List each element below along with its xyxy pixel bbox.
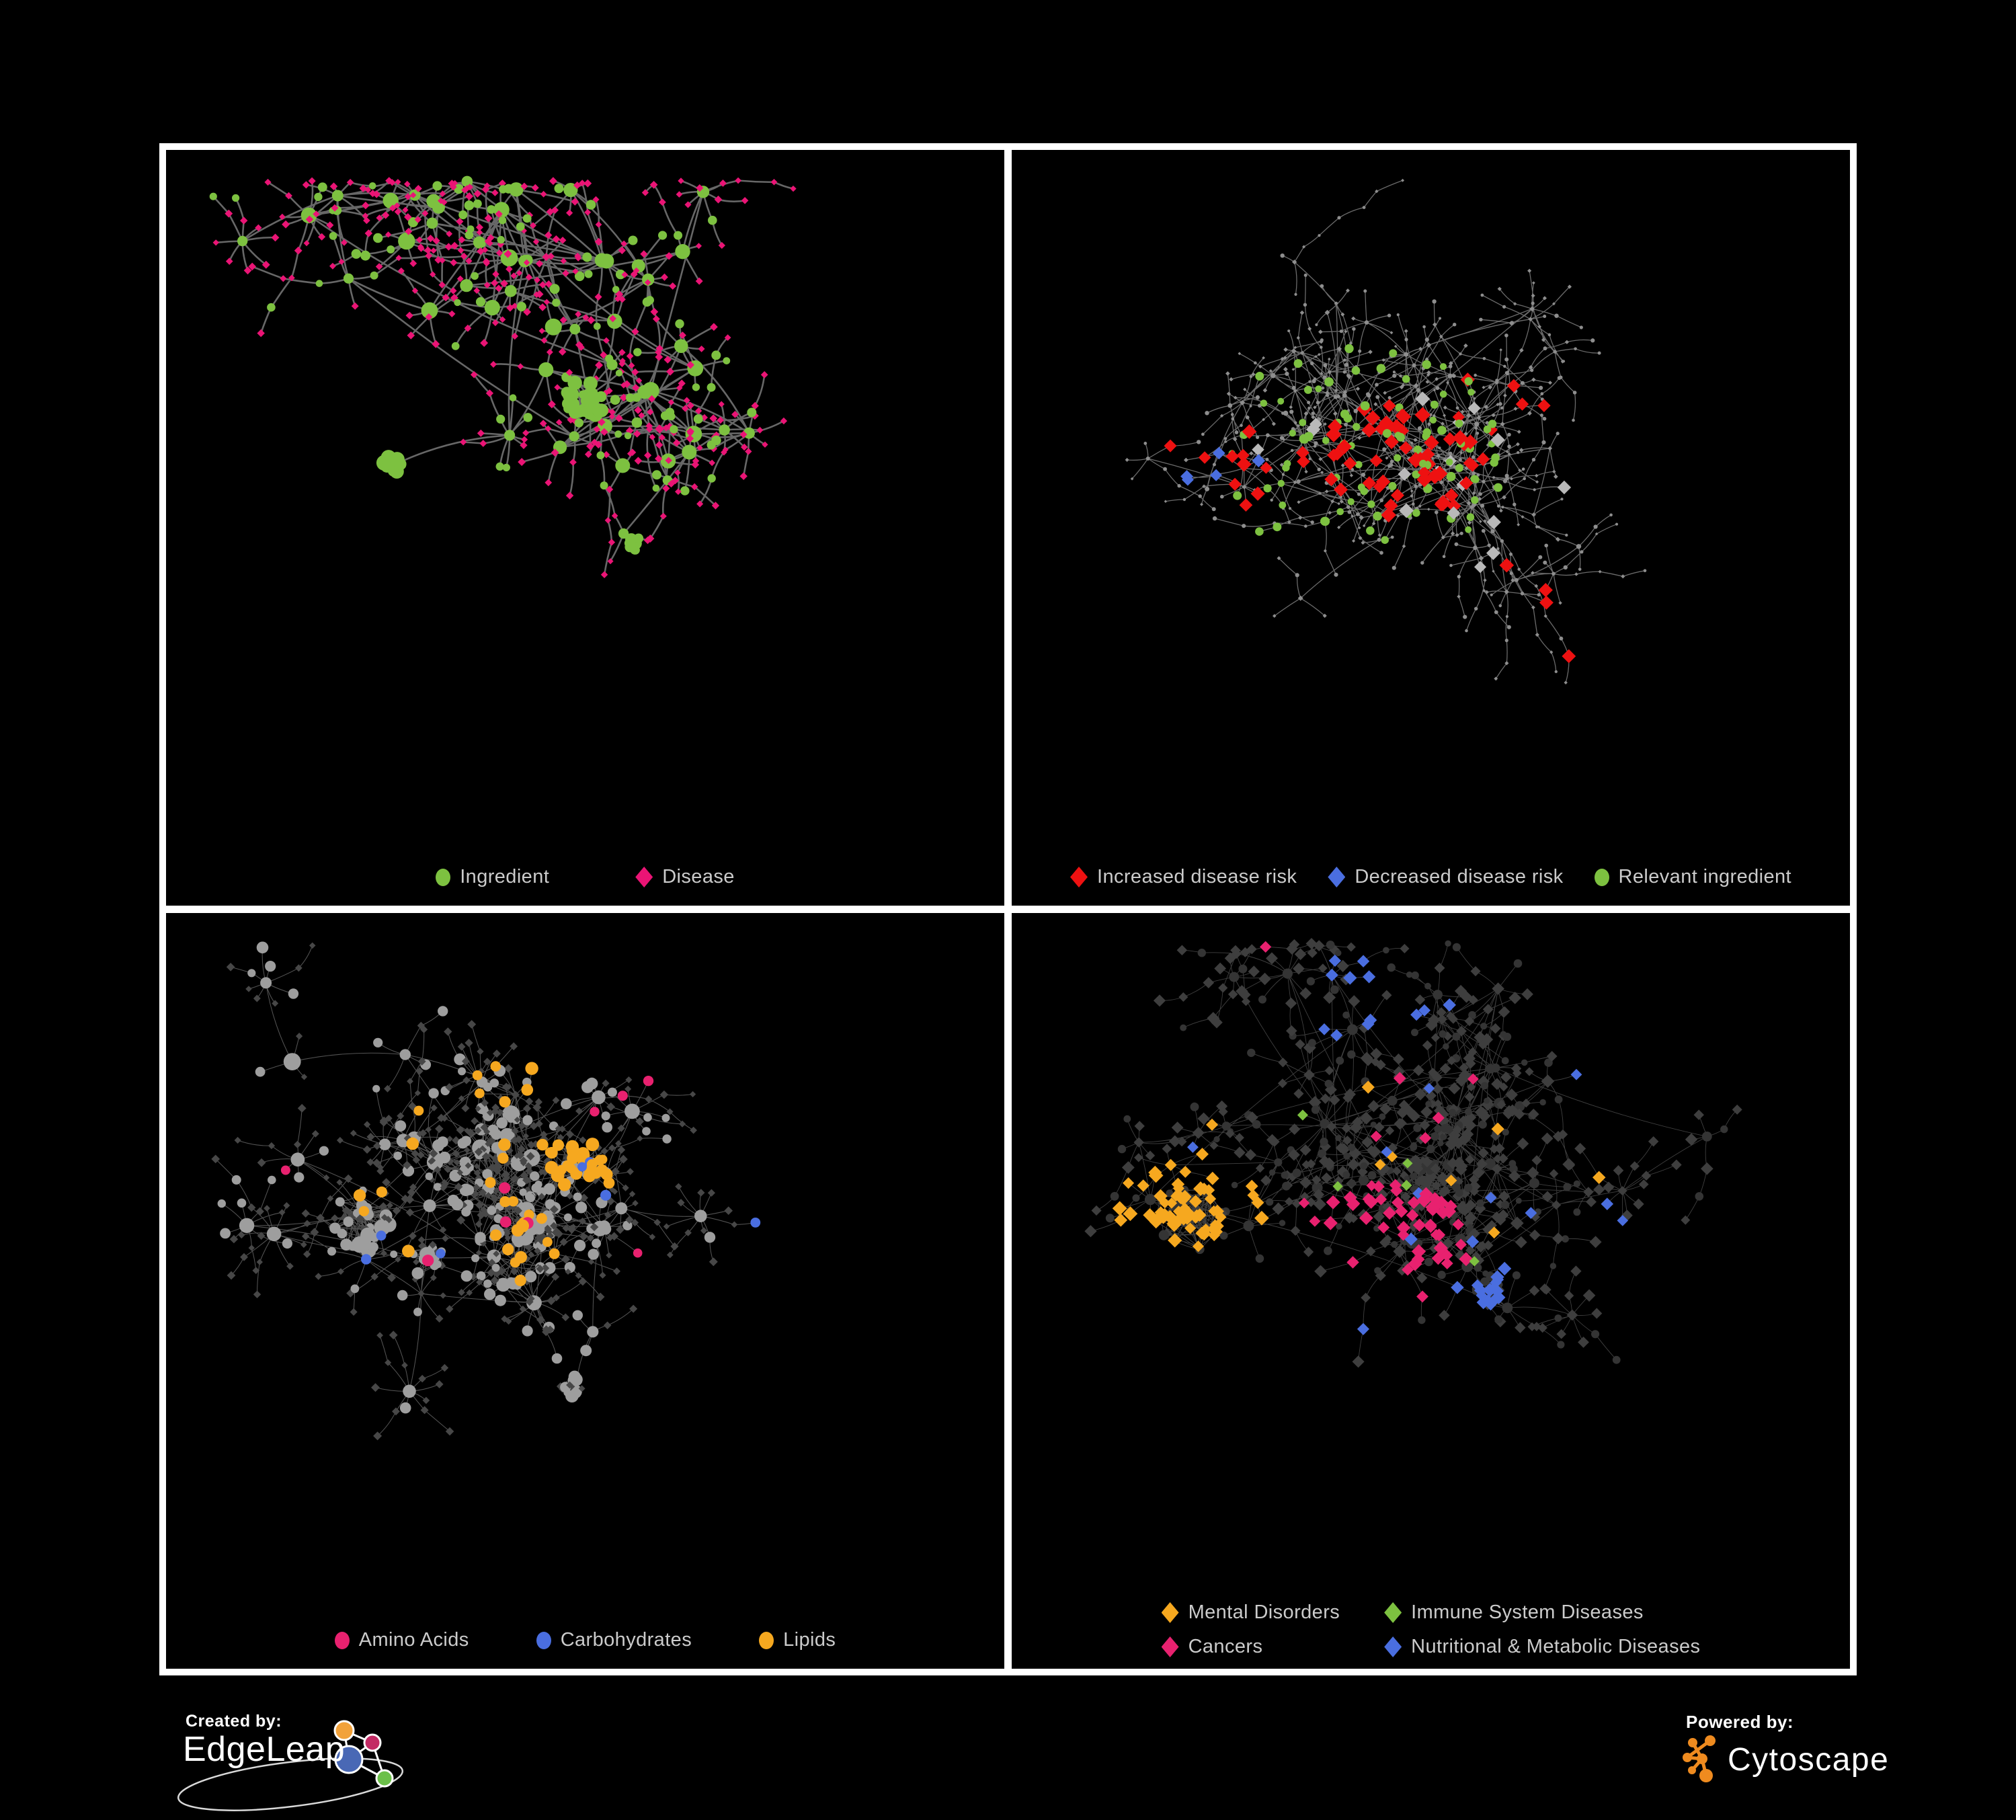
cytoscape-brand: Cytoscape — [1728, 1741, 1890, 1778]
decreased-risk-marker — [1328, 867, 1346, 887]
legend-label: Cancers — [1188, 1636, 1263, 1657]
nutrient-classes-network — [211, 941, 761, 1441]
panel-disease-risk: Increased disease risk Decreased disease… — [1012, 150, 1850, 906]
cytoscape-logo-icon — [1683, 1735, 1716, 1782]
legend-item: Decreased disease risk — [1328, 866, 1563, 888]
edgeleap-brand: EdgeLeap — [183, 1730, 346, 1769]
carbohydrates-marker — [536, 1631, 551, 1649]
legend-item: Immune System Diseases — [1384, 1601, 1700, 1624]
legend-item: Lipids — [759, 1629, 836, 1651]
disease-risk-legend: Increased disease risk Decreased disease… — [1012, 866, 1850, 888]
legend-item: Amino Acids — [334, 1629, 469, 1651]
powered-by-block: Powered by: Cytoscape — [1682, 1712, 1964, 1799]
amino-acids-marker — [334, 1631, 350, 1649]
ingredient-disease-network — [209, 175, 797, 578]
legend-label: Amino Acids — [358, 1629, 469, 1651]
relevant-ingredient-marker — [1594, 868, 1609, 886]
panel-nutrient-classes: Amino Acids Carbohydrates Lipids — [166, 913, 1004, 1669]
legend-label: Immune System Diseases — [1411, 1601, 1644, 1623]
legend-item: Relevant ingredient — [1594, 866, 1792, 888]
panel-disease-classes: Mental Disorders Immune System Diseases … — [1012, 913, 1850, 1669]
mental-disorders-marker — [1161, 1602, 1179, 1623]
legend-label: Nutritional & Metabolic Diseases — [1411, 1636, 1701, 1657]
legend-item: Nutritional & Metabolic Diseases — [1384, 1636, 1700, 1658]
panels-frame: Ingredient Disease Increased disease ris… — [159, 143, 1857, 1675]
increased-risk-marker — [1070, 867, 1088, 887]
created-by-label: Created by: — [186, 1712, 282, 1731]
edgeleap-logo-icon — [177, 1720, 404, 1811]
legend-label: Increased disease risk — [1096, 866, 1297, 887]
cancers-marker — [1161, 1636, 1179, 1657]
legend-label: Relevant ingredient — [1618, 866, 1792, 887]
legend-label: Ingredient — [460, 866, 550, 887]
legend-item: Cancers — [1161, 1636, 1340, 1658]
ingredient-marker — [436, 868, 451, 886]
disease-classes-network — [1084, 938, 1742, 1368]
nutritional-diseases-marker — [1384, 1636, 1402, 1657]
legend-label: Decreased disease risk — [1355, 866, 1564, 887]
legend-label: Carbohydrates — [560, 1629, 692, 1651]
immune-diseases-marker — [1384, 1602, 1402, 1623]
created-by-block: Created by: EdgeLeap — [177, 1712, 465, 1819]
ingredient-disease-legend: Ingredient Disease — [166, 866, 1004, 888]
legend-item: Mental Disorders — [1161, 1601, 1340, 1624]
legend-item: Carbohydrates — [536, 1629, 692, 1651]
disease-classes-legend: Mental Disorders Immune System Diseases … — [1012, 1601, 1850, 1658]
legend-label: Mental Disorders — [1188, 1601, 1340, 1623]
lipids-marker — [759, 1631, 774, 1649]
legend-item: Ingredient — [436, 866, 549, 888]
legend-label: Lipids — [783, 1629, 836, 1651]
disease-risk-network — [1125, 178, 1647, 684]
legend-label: Disease — [662, 866, 735, 887]
panel-ingredient-disease: Ingredient Disease — [166, 150, 1004, 906]
legend-item: Disease — [635, 866, 735, 888]
powered-by-label: Powered by: — [1686, 1712, 1794, 1732]
nutrient-classes-legend: Amino Acids Carbohydrates Lipids — [166, 1629, 1004, 1651]
legend-item: Increased disease risk — [1070, 866, 1297, 888]
disease-marker — [635, 867, 653, 887]
